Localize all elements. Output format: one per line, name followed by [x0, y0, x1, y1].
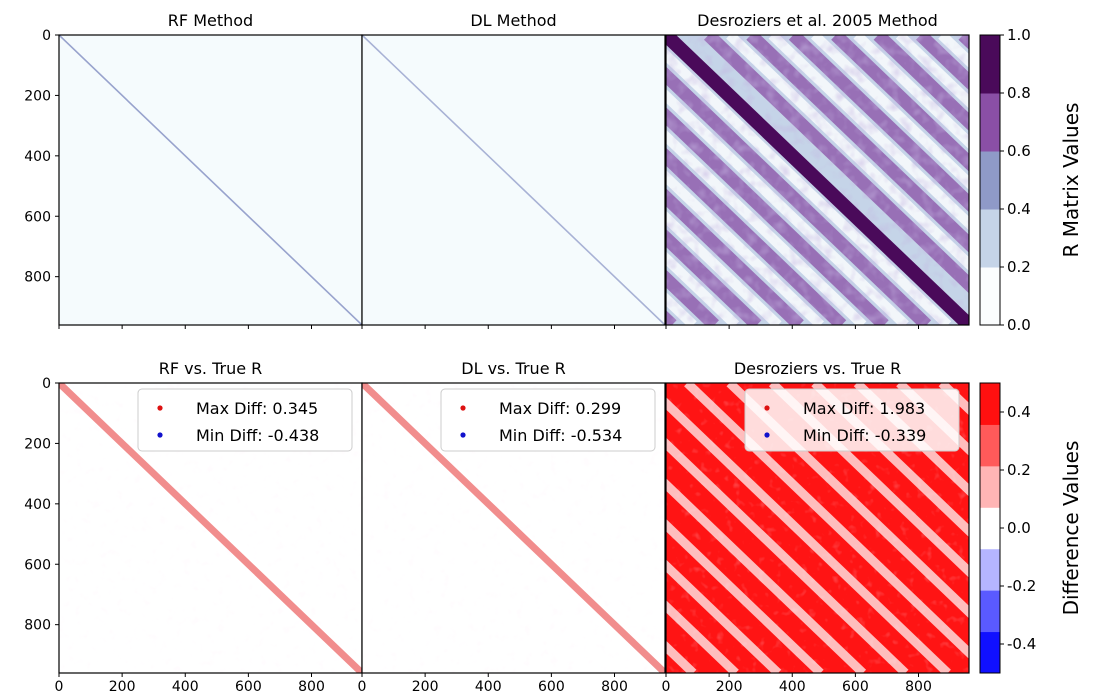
- panel-frame: [665, 382, 970, 674]
- legend-marker: [764, 432, 770, 438]
- panel-title: Desroziers vs. True R: [734, 359, 901, 378]
- legend-box: [137, 388, 353, 452]
- heatmap-panel-2: DL Method: [361, 11, 666, 329]
- colorbar-level: [980, 267, 1000, 326]
- x-tick-label: 800: [601, 679, 628, 695]
- y-tick-label: 600: [24, 557, 51, 573]
- colorbar-frame: [979, 34, 1001, 326]
- colorbar-label: Difference Values: [1059, 441, 1083, 616]
- diagonal-band: [362, 35, 665, 325]
- y-tick-label: 400: [24, 497, 51, 513]
- heatmap-panel-5: DL vs. True R 0 200 400 600 800 Max Diff: 0.29…: [358, 359, 666, 695]
- x-tick-label: 200: [412, 679, 439, 695]
- heatmap-panel-6: Desroziers vs. True R 0 200 400 600 800 Max Di…: [662, 359, 970, 695]
- y-tick-label: 400: [24, 149, 51, 165]
- x-tick-label: 0: [358, 679, 367, 695]
- x-tick-label: 600: [538, 679, 565, 695]
- heatmap-panel-4: RF vs. True R 0 200 400 600 800 0 200 400 600 800 M…: [24, 359, 363, 695]
- y-tick-label: 800: [24, 618, 51, 634]
- legend: Max Diff: 0.345 Min Diff: -0.438: [137, 388, 353, 452]
- colorbar-level: [980, 383, 1000, 425]
- panel-frame: [361, 34, 666, 326]
- y-tick-label: 600: [24, 209, 51, 225]
- legend: Max Diff: 0.299 Min Diff: -0.534: [440, 388, 656, 452]
- legend-marker: [764, 405, 770, 411]
- y-tick-label: 800: [24, 270, 51, 286]
- panel-title: RF vs. True R: [159, 359, 263, 378]
- panel-frame: [361, 382, 666, 674]
- colorbar-level: [980, 548, 1000, 591]
- colorbar-tick-label: 0.0: [1007, 519, 1031, 537]
- colorbar-level: [980, 209, 1000, 268]
- legend-entry: Max Diff: 1.983: [803, 399, 925, 418]
- y-tick-label: 0: [42, 28, 51, 44]
- y-tick-label: 200: [24, 436, 51, 452]
- x-tick-label: 600: [235, 679, 262, 695]
- x-tick-label: 400: [779, 679, 806, 695]
- x-tick-label: 0: [662, 679, 671, 695]
- colorbar-level: [980, 424, 1000, 467]
- x-tick-label: 400: [475, 679, 502, 695]
- colorbar-tick-label: 0.8: [1007, 84, 1031, 102]
- x-tick-label: 0: [55, 679, 64, 695]
- legend-marker: [460, 405, 466, 411]
- legend-entry: Max Diff: 0.299: [499, 399, 621, 418]
- colorbar-tick-label: 0.4: [1007, 403, 1031, 421]
- legend-marker: [157, 432, 163, 438]
- legend-box: [744, 388, 960, 452]
- colorbar-level: [980, 590, 1000, 633]
- legend-entry: Max Diff: 0.345: [196, 399, 318, 418]
- x-tick-label: 400: [172, 679, 199, 695]
- panel-title: RF Method: [168, 11, 253, 30]
- legend-box: [440, 388, 656, 452]
- colorbar-level: [980, 93, 1000, 152]
- colorbar-level: [980, 151, 1000, 210]
- colorbar-tick-label: -0.4: [1007, 635, 1036, 653]
- colorbar-tick-label: 0.2: [1007, 258, 1031, 276]
- diagonal-band: [59, 383, 362, 673]
- legend-entry: Min Diff: -0.534: [499, 426, 622, 445]
- panel-title: Desroziers et al. 2005 Method: [697, 11, 938, 30]
- legend-entry: Min Diff: -0.339: [803, 426, 926, 445]
- legend: Max Diff: 1.983 Min Diff: -0.339: [744, 388, 960, 452]
- colorbar-label: R Matrix Values: [1059, 103, 1083, 258]
- panel-title: DL Method: [470, 11, 556, 30]
- legend-entry: Min Diff: -0.438: [196, 426, 319, 445]
- heatmap-panel-3: Desroziers et al. 2005 Method: [665, 11, 970, 329]
- colorbar-level: [980, 507, 1000, 550]
- diagonal-band: [666, 35, 969, 325]
- legend-marker: [460, 432, 466, 438]
- x-tick-label: 200: [109, 679, 136, 695]
- x-tick-label: 200: [716, 679, 743, 695]
- x-tick-label: 800: [905, 679, 932, 695]
- x-tick-label: 800: [298, 679, 325, 695]
- panel-title: DL vs. True R: [461, 359, 565, 378]
- y-tick-label: 200: [24, 88, 51, 104]
- x-tick-label: 600: [842, 679, 869, 695]
- colorbar-1: 0.0 0.2 0.4 0.6 0.8 1.0 R Matrix Values: [979, 26, 1083, 334]
- colorbar-level: [980, 35, 1000, 94]
- colorbar-tick-label: 0.4: [1007, 200, 1031, 218]
- colorbar-level: [980, 631, 1000, 674]
- colorbar-level: [980, 465, 1000, 508]
- colorbar-tick-label: 0.6: [1007, 142, 1031, 160]
- diagonal-band: [59, 35, 362, 325]
- y-tick-label: 0: [42, 376, 51, 392]
- panel-frame: [665, 34, 970, 326]
- colorbar-tick-label: 0.0: [1007, 316, 1031, 334]
- heatmap-panel-1: RF Method 0 200 400 600 800: [24, 11, 363, 329]
- colorbar-tick-label: 0.2: [1007, 461, 1031, 479]
- colorbar-tick-label: -0.2: [1007, 577, 1036, 595]
- colorbar-tick-label: 1.0: [1007, 26, 1031, 44]
- legend-marker: [157, 405, 163, 411]
- diagonal-band: [362, 383, 665, 673]
- colorbar-2: -0.4 -0.2 0.0 0.2 0.4 Difference Values: [979, 382, 1083, 674]
